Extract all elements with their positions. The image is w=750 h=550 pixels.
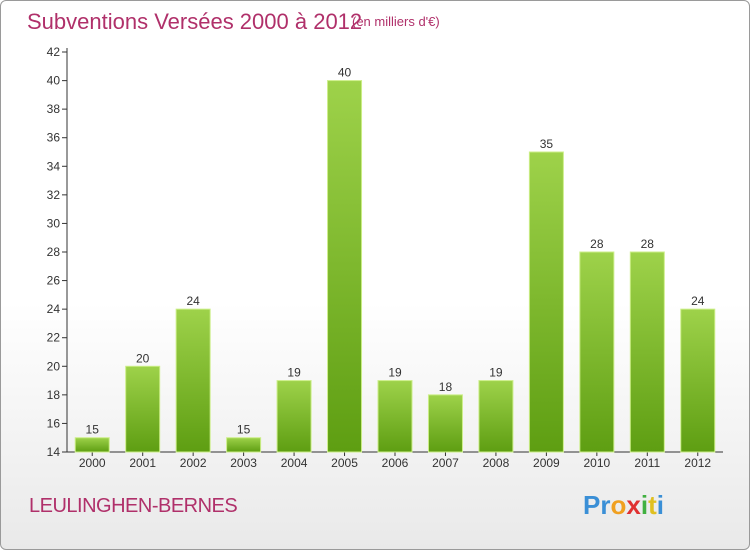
x-tick-label: 2000 bbox=[79, 456, 106, 470]
logo-letter: o bbox=[610, 490, 627, 520]
x-tick-label: 2003 bbox=[230, 456, 257, 470]
x-axis: 2000 2001 2002 2003 2004 2005 2006 2007 2008 2009… bbox=[67, 451, 723, 470]
x-tick-label: 2010 bbox=[583, 456, 610, 470]
x-tick-label: 2001 bbox=[129, 456, 156, 470]
logo-letter: P bbox=[583, 490, 601, 520]
bars bbox=[74, 80, 716, 453]
y-tick-label: 24 bbox=[47, 302, 61, 316]
bar-2001 bbox=[125, 365, 161, 453]
bar-2006 bbox=[377, 380, 413, 453]
value-label-2000: 15 bbox=[86, 423, 100, 437]
logo-letter: i bbox=[656, 490, 664, 520]
y-tick-label: 26 bbox=[47, 274, 61, 288]
bar-2009 bbox=[528, 151, 564, 453]
y-tick-label: 40 bbox=[47, 74, 61, 88]
bar-2005 bbox=[327, 80, 363, 453]
x-tick-label: 2002 bbox=[180, 456, 207, 470]
bar-2007 bbox=[427, 394, 463, 453]
x-tick-label: 2004 bbox=[281, 456, 308, 470]
value-labels: 15 20 24 15 19 40 19 18 19 35 28 28 24 bbox=[86, 66, 705, 437]
value-label-2004: 19 bbox=[287, 366, 301, 380]
bar-2004 bbox=[276, 380, 312, 453]
bar-2000 bbox=[74, 437, 110, 453]
y-tick-label: 32 bbox=[47, 188, 61, 202]
x-tick-label: 2011 bbox=[634, 456, 660, 470]
y-tick-label: 28 bbox=[47, 245, 61, 259]
y-tick-label: 30 bbox=[47, 216, 61, 230]
y-tick-label: 16 bbox=[47, 416, 61, 430]
bar-2002 bbox=[175, 308, 211, 453]
value-label-2009: 35 bbox=[540, 137, 554, 151]
y-tick-label: 36 bbox=[47, 131, 61, 145]
y-tick-label: 18 bbox=[47, 388, 61, 402]
chart-title: Subventions Versées 2000 à 2012 bbox=[27, 9, 363, 34]
logo-letter: t bbox=[648, 490, 657, 520]
chart-subtitle: (en milliers d'€) bbox=[352, 14, 440, 29]
y-tick-label: 38 bbox=[47, 102, 61, 116]
value-label-2008: 19 bbox=[489, 366, 503, 380]
value-label-2005: 40 bbox=[338, 66, 352, 80]
y-tick-label: 20 bbox=[47, 359, 61, 373]
x-tick-label: 2008 bbox=[483, 456, 510, 470]
value-label-2010: 28 bbox=[590, 237, 604, 251]
value-label-2012: 24 bbox=[691, 294, 705, 308]
bar-2012 bbox=[680, 308, 716, 453]
x-tick-label: 2012 bbox=[684, 456, 711, 470]
logo-letter: x bbox=[626, 490, 641, 520]
x-tick-label: 2006 bbox=[382, 456, 409, 470]
y-tick-label: 42 bbox=[47, 45, 61, 59]
y-tick-label: 22 bbox=[47, 331, 61, 345]
value-label-2006: 19 bbox=[388, 366, 402, 380]
value-label-2003: 15 bbox=[237, 423, 251, 437]
y-tick-label: 14 bbox=[47, 445, 61, 459]
bar-2010 bbox=[579, 251, 615, 453]
x-tick-label: 2007 bbox=[432, 456, 459, 470]
bar-2011 bbox=[629, 251, 665, 453]
bar-2008 bbox=[478, 380, 514, 453]
value-label-2001: 20 bbox=[136, 351, 150, 365]
x-tick-label: 2005 bbox=[331, 456, 358, 470]
value-label-2007: 18 bbox=[439, 380, 453, 394]
value-label-2002: 24 bbox=[186, 294, 200, 308]
commune-name: LEULINGHEN-BERNES bbox=[29, 495, 238, 517]
bar-2003 bbox=[226, 437, 262, 453]
y-tick-label: 34 bbox=[47, 159, 61, 173]
value-label-2011: 28 bbox=[641, 237, 655, 251]
x-tick-label: 2009 bbox=[533, 456, 560, 470]
proxiti-logo: Proxiti bbox=[583, 490, 664, 521]
logo-letter: r bbox=[600, 490, 611, 520]
y-axis: 14 16 18 20 22 24 26 28 30 32 34 36 38 40 42 bbox=[47, 45, 68, 459]
logo-letter: i bbox=[640, 490, 649, 520]
